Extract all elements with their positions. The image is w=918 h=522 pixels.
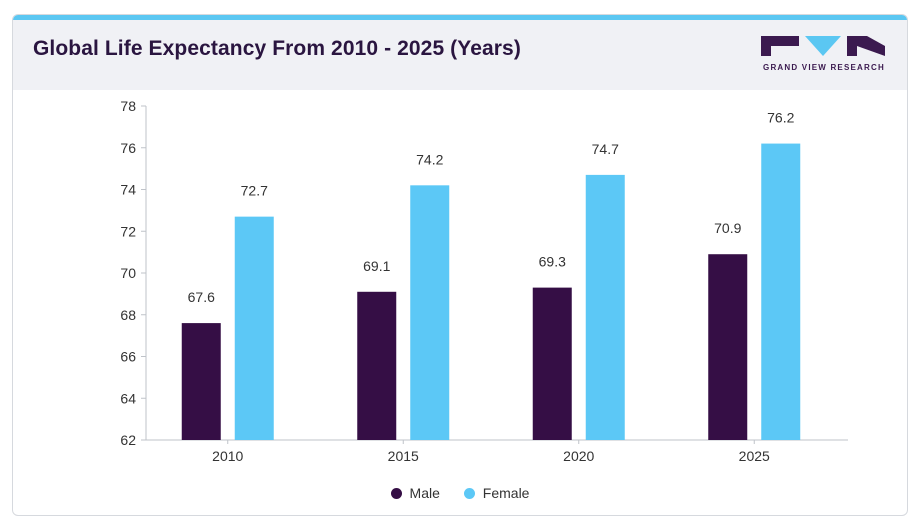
- bar-chart: 62 64 66 68 70 72 74 76 78 2010 67.6 72.7 2015 69.1 74…: [120, 98, 848, 464]
- data-label-male-2020: 69.3: [539, 254, 566, 270]
- legend: Male Female: [13, 485, 907, 502]
- legend-item-female: Female: [463, 485, 530, 501]
- y-tick-label-68: 68: [120, 307, 136, 323]
- logo-text: GRAND VIEW RESEARCH: [763, 63, 885, 72]
- legend-item-male: Male: [390, 485, 440, 501]
- y-tick-label-64: 64: [120, 390, 136, 406]
- chart-title: Global Life Expectancy From 2010 - 2025 …: [33, 37, 521, 60]
- header-band: [13, 20, 907, 90]
- x-tick-label-2025: 2025: [739, 448, 770, 464]
- bar-female-2010: [234, 216, 274, 440]
- data-label-male-2025: 70.9: [714, 220, 741, 236]
- data-label-female-2020: 74.7: [592, 141, 619, 157]
- data-label-male-2015: 69.1: [363, 258, 390, 274]
- bar-male-2020: [532, 287, 572, 440]
- y-tick-label-78: 78: [120, 98, 136, 114]
- bar-male-2015: [357, 291, 397, 440]
- x-tick-label-2015: 2015: [388, 448, 419, 464]
- y-tick-label-74: 74: [120, 182, 136, 198]
- legend-label-female: Female: [482, 485, 530, 501]
- y-tick-label-62: 62: [120, 432, 136, 448]
- y-tick-label-66: 66: [120, 349, 136, 365]
- legend-swatch-male: [390, 487, 402, 499]
- data-label-female-2010: 72.7: [241, 183, 268, 199]
- accent-strip: [13, 15, 907, 20]
- y-tick-label-72: 72: [120, 223, 136, 239]
- bar-female-2020: [585, 174, 625, 440]
- data-label-female-2015: 74.2: [416, 151, 443, 167]
- brand-logo: GRAND VIEW RESEARCH: [761, 34, 891, 76]
- logo-mark-icon: [761, 36, 885, 56]
- data-label-female-2025: 76.2: [767, 110, 794, 126]
- bar-female-2025: [761, 143, 801, 440]
- legend-label-male: Male: [409, 485, 440, 501]
- y-tick-label-70: 70: [120, 265, 136, 281]
- x-tick-label-2020: 2020: [563, 448, 594, 464]
- legend-swatch-female: [463, 487, 475, 499]
- data-label-male-2010: 67.6: [188, 289, 215, 305]
- bar-male-2010: [181, 323, 221, 440]
- bar-female-2015: [410, 185, 450, 440]
- chart-card: Global Life Expectancy From 2010 - 2025 …: [12, 14, 908, 516]
- bar-male-2025: [708, 254, 748, 440]
- x-tick-label-2010: 2010: [212, 448, 243, 464]
- y-tick-label-76: 76: [120, 140, 136, 156]
